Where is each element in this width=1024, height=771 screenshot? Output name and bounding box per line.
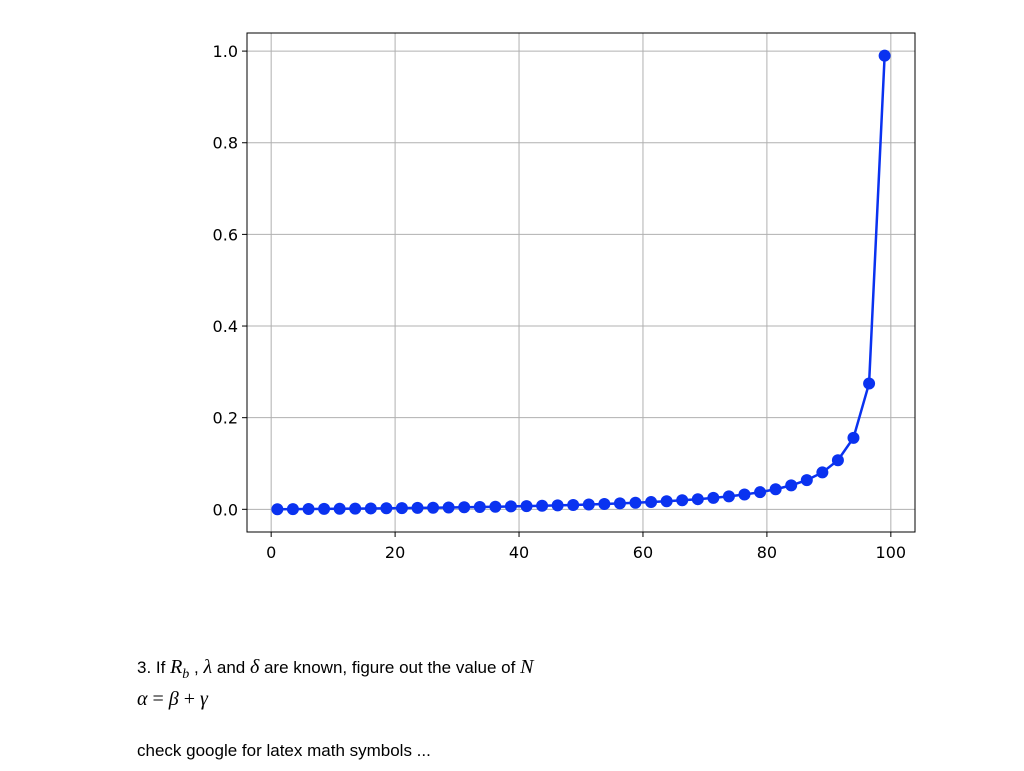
marker xyxy=(271,503,284,516)
marker xyxy=(536,499,549,512)
marker xyxy=(504,500,517,513)
math: β xyxy=(168,688,179,710)
x-tick-label: 60 xyxy=(633,543,653,562)
marker xyxy=(722,490,735,503)
math: α xyxy=(137,688,148,710)
marker xyxy=(286,503,299,516)
text: and xyxy=(212,658,250,677)
x-tick-label: 100 xyxy=(876,543,907,562)
marker xyxy=(598,497,611,510)
math: λ xyxy=(203,656,213,678)
y-tick-label: 1.0 xyxy=(213,42,238,61)
marker xyxy=(629,496,642,509)
x-tick-label: 20 xyxy=(385,543,405,562)
x-tick-label: 40 xyxy=(509,543,529,562)
x-tick-label: 80 xyxy=(757,543,777,562)
marker xyxy=(754,486,767,499)
math: = xyxy=(147,688,169,710)
math: R xyxy=(170,656,183,678)
text: check google for latex math symbols ... xyxy=(137,741,431,760)
math-subscript: b xyxy=(182,667,190,682)
y-tick-label: 0.6 xyxy=(213,225,238,244)
marker xyxy=(800,474,813,487)
marker xyxy=(489,500,502,513)
marker xyxy=(395,502,408,515)
marker xyxy=(878,49,891,62)
y-tick-label: 0.4 xyxy=(213,317,238,336)
marker xyxy=(738,488,751,501)
marker xyxy=(691,493,704,506)
marker xyxy=(707,491,720,504)
marker xyxy=(582,498,595,511)
plot-frame xyxy=(246,32,916,533)
marker xyxy=(567,498,580,511)
marker xyxy=(769,483,782,496)
marker xyxy=(380,502,393,515)
math: δ xyxy=(249,656,260,678)
marker xyxy=(863,377,876,390)
marker xyxy=(458,501,471,514)
marker xyxy=(520,500,533,513)
marker xyxy=(427,501,440,514)
text: are known, figure out the value of xyxy=(259,658,521,677)
marker xyxy=(473,500,486,513)
math: N xyxy=(520,656,534,678)
marker xyxy=(816,466,829,479)
marker xyxy=(660,495,673,508)
marker xyxy=(364,502,377,515)
y-tick-label: 0.8 xyxy=(213,134,238,153)
chart: 0.0 0.2 0.4 0.6 0.8 1.0 0 20 40 60 80 100 xyxy=(213,32,916,562)
markdown-line: 3. If Rb , λ and δ are known, figure out… xyxy=(137,636,533,683)
text: 3. If xyxy=(137,658,171,677)
marker xyxy=(411,501,424,514)
line xyxy=(277,55,886,511)
marker xyxy=(302,503,315,516)
marker xyxy=(442,501,455,514)
marker xyxy=(318,502,331,515)
marker xyxy=(333,502,346,515)
marker xyxy=(676,494,689,507)
text: , xyxy=(189,658,204,677)
marker xyxy=(613,497,626,510)
y-tick-label: 0.0 xyxy=(213,500,238,519)
math: + xyxy=(178,688,201,710)
y-tick-label: 0.2 xyxy=(213,409,238,428)
marker xyxy=(645,496,658,509)
math: γ xyxy=(200,688,208,710)
marker xyxy=(785,479,798,492)
marker xyxy=(831,454,844,467)
marker xyxy=(847,431,860,444)
marker xyxy=(349,502,362,515)
x-tick-label: 0 xyxy=(266,543,276,562)
markdown-line: check google for latex math symbols ... xyxy=(137,741,431,761)
math-line: α = β + γ xyxy=(137,688,208,711)
marker xyxy=(551,499,564,512)
